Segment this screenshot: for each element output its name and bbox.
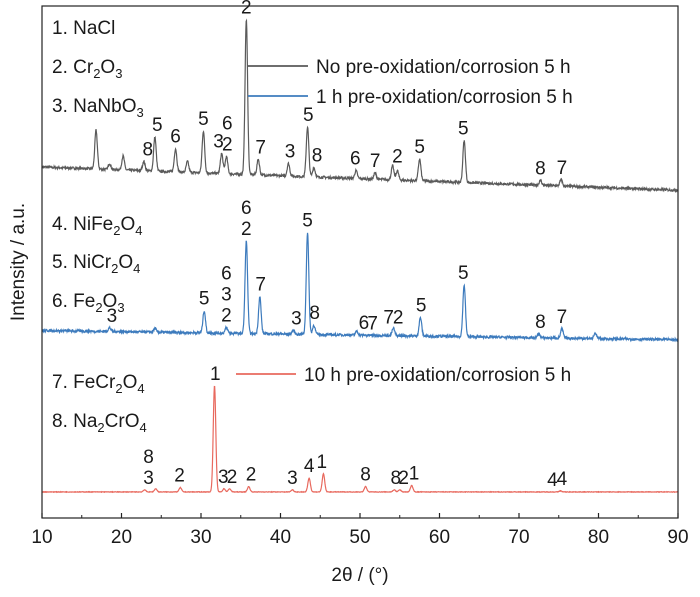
peak-label: 4 <box>304 456 315 477</box>
peak-labels: 8565326267358672558735236267358677255873… <box>107 0 568 491</box>
peak-label: 8 <box>142 139 153 160</box>
peak-label: 2 <box>227 467 238 488</box>
phase-key: 1. NaCl 2. Cr2O3 3. NaNbO3 4. NiFe2O4 5. NiC… <box>52 18 147 435</box>
peak-label: 3 <box>143 468 154 489</box>
peak-label: 5 <box>458 263 469 284</box>
peak-label: 8 <box>535 312 546 333</box>
x-tick-label: 60 <box>429 527 450 548</box>
peak-label: 2 <box>221 306 232 327</box>
x-axis: 10 20 30 40 50 60 70 80 90 2θ / (°) <box>31 513 689 586</box>
peak-label: 2 <box>222 135 233 156</box>
x-tick-label: 20 <box>111 527 132 548</box>
series-line-3 <box>41 385 679 494</box>
series-line-2 <box>41 232 679 343</box>
x-tick-label: 70 <box>508 527 529 548</box>
peak-label: 1 <box>409 464 420 485</box>
peak-label: 8 <box>390 468 401 489</box>
peak-label: 6 <box>222 114 233 135</box>
peak-label: 7 <box>383 308 394 329</box>
phase-key-item: 7. FeCr2O4 <box>52 372 145 396</box>
phase-key-item: 6. Fe2O3 <box>52 291 125 315</box>
peak-label: 5 <box>302 211 313 232</box>
peak-label: 7 <box>255 275 266 296</box>
phase-key-item: 5. NiCr2O4 <box>52 252 140 276</box>
peak-label: 4 <box>557 469 568 490</box>
peak-label: 5 <box>198 109 209 130</box>
peak-label: 4 <box>547 470 558 491</box>
peak-label: 2 <box>246 465 257 486</box>
peak-label: 3 <box>107 306 118 327</box>
peak-label: 3 <box>213 131 224 152</box>
peak-label: 8 <box>143 447 154 468</box>
phase-key-item: 4. NiFe2O4 <box>52 214 143 238</box>
peak-label: 2 <box>241 0 252 18</box>
peak-label: 8 <box>535 159 546 180</box>
x-tick-label: 90 <box>667 527 688 548</box>
peak-label: 7 <box>370 151 381 172</box>
peak-label: 3 <box>218 467 229 488</box>
peak-label: 3 <box>285 142 296 163</box>
series-line-1 <box>41 18 679 194</box>
phase-key-item: 1. NaCl <box>52 18 115 39</box>
peak-label: 7 <box>557 158 568 179</box>
peak-label: 6 <box>241 198 252 219</box>
peak-label: 1 <box>317 452 328 473</box>
x-tick-label: 50 <box>349 527 370 548</box>
x-axis-label: 2θ / (°) <box>331 565 388 586</box>
phase-key-item: 8. Na2CrO4 <box>52 411 147 435</box>
peak-label: 2 <box>392 146 403 167</box>
legend-label: No pre-oxidation/corrosion 5 h <box>316 57 571 78</box>
traces <box>41 18 679 494</box>
peak-label: 5 <box>303 105 314 126</box>
peak-label: 5 <box>414 137 425 158</box>
peak-label: 7 <box>367 313 378 334</box>
legend-label: 10 h pre-oxidation/corrosion 5 h <box>304 365 571 386</box>
peak-label: 3 <box>291 308 302 329</box>
peak-label: 5 <box>152 115 163 136</box>
peak-label: 2 <box>398 468 409 489</box>
peak-label: 7 <box>557 307 568 328</box>
peak-label: 6 <box>350 149 361 170</box>
peak-label: 7 <box>255 137 266 158</box>
x-tick-label: 10 <box>31 527 52 548</box>
peak-label: 3 <box>287 468 298 489</box>
x-tick-label: 80 <box>588 527 609 548</box>
peak-label: 2 <box>393 308 404 329</box>
peak-label: 3 <box>221 285 232 306</box>
peak-label: 6 <box>221 264 232 285</box>
x-tick-label: 30 <box>190 527 211 548</box>
phase-key-item: 2. Cr2O3 <box>52 57 122 81</box>
peak-label: 8 <box>309 303 320 324</box>
peak-label: 6 <box>359 313 370 334</box>
peak-label: 8 <box>312 146 323 167</box>
legend-label: 1 h pre-oxidation/corrosion 5 h <box>316 87 573 108</box>
y-axis-label: Intensity / a.u. <box>8 203 29 321</box>
phase-key-item: 3. NaNbO3 <box>52 96 144 120</box>
peak-label: 6 <box>170 127 181 148</box>
peak-label: 2 <box>241 219 252 240</box>
peak-label: 5 <box>458 119 469 140</box>
x-tick-label: 40 <box>270 527 291 548</box>
series-legends: No pre-oxidation/corrosion 5 h 1 h pre-ox… <box>236 57 573 386</box>
peak-label: 5 <box>199 289 210 310</box>
peak-label: 2 <box>174 466 185 487</box>
peak-label: 8 <box>360 465 371 486</box>
peak-label: 5 <box>416 296 427 317</box>
peak-label: 1 <box>210 364 221 385</box>
